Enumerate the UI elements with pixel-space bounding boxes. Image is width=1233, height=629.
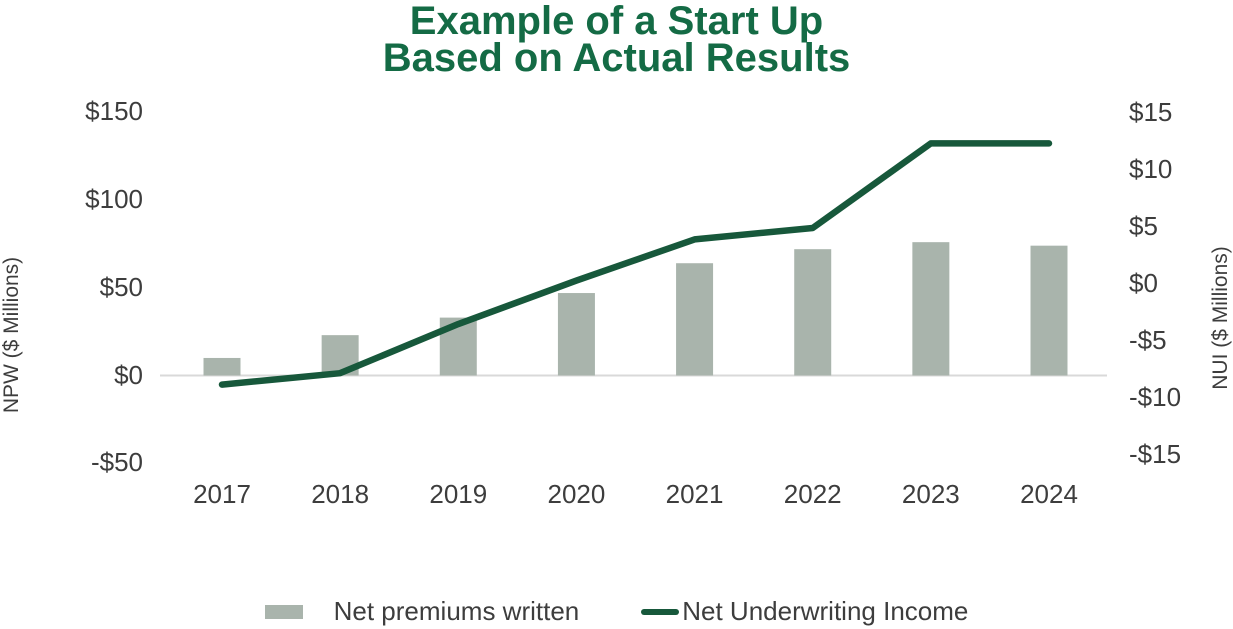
chart-title-line2: Based on Actual Results	[382, 36, 851, 80]
bar-2024	[1030, 245, 1068, 376]
right-tick--$10: -$10	[1129, 382, 1182, 413]
x-label-2023: 2023	[901, 479, 960, 509]
left-tick-$150: $150	[85, 96, 143, 127]
legend: Net premiums written Net Underwriting In…	[0, 596, 1233, 627]
legend-bar-swatch	[264, 604, 303, 619]
bar-2020	[557, 293, 595, 376]
x-label-2020: 2020	[547, 479, 606, 509]
x-label-2017: 2017	[193, 479, 251, 509]
right-tick-$5: $5	[1129, 210, 1158, 241]
legend-line-swatch	[641, 608, 680, 615]
left-tick--$50: -$50	[90, 447, 143, 478]
legend-label-net-underwriting-income: Net Underwriting Income	[682, 596, 969, 626]
left-tick-$100: $100	[85, 183, 143, 214]
right-tick--$15: -$15	[1129, 439, 1182, 470]
legend-label-net-premiums-written: Net premiums written	[333, 596, 580, 626]
bar-2023	[912, 242, 950, 376]
bar-2022	[794, 249, 832, 376]
left-tick-$0: $0	[114, 359, 143, 390]
x-label-2019: 2019	[429, 479, 488, 509]
bar-2021	[676, 263, 714, 376]
right-tick--$5: -$5	[1129, 325, 1167, 356]
right-tick-$0: $0	[1129, 267, 1158, 298]
chart-title-line1: Example of a Start Up	[409, 0, 824, 43]
left-tick-$50: $50	[99, 271, 143, 302]
x-label-2024: 2024	[1020, 479, 1078, 509]
x-label-2022: 2022	[783, 479, 842, 509]
chart-title: Example of a Start Up Based on Actual Re…	[0, 0, 1233, 80]
bar-2017	[203, 357, 241, 376]
x-label-2018: 2018	[311, 479, 370, 509]
x-label-2021: 2021	[665, 479, 724, 509]
net-underwriting-income-line	[218, 140, 1053, 388]
right-tick-$15: $15	[1129, 96, 1173, 127]
right-tick-$10: $10	[1129, 153, 1173, 184]
